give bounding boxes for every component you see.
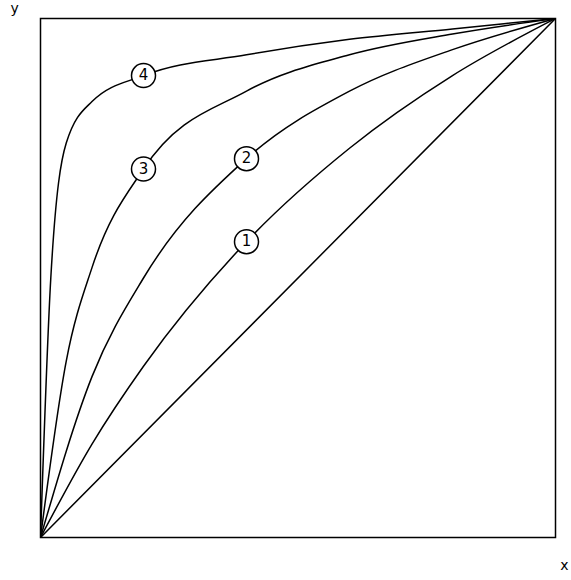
svg-text:3: 3 [139,160,149,178]
svg-text:4: 4 [139,66,149,84]
svg-text:1: 1 [242,232,252,250]
svg-text:x: x [560,557,568,573]
svg-text:2: 2 [242,149,252,167]
svg-text:y: y [11,0,19,16]
